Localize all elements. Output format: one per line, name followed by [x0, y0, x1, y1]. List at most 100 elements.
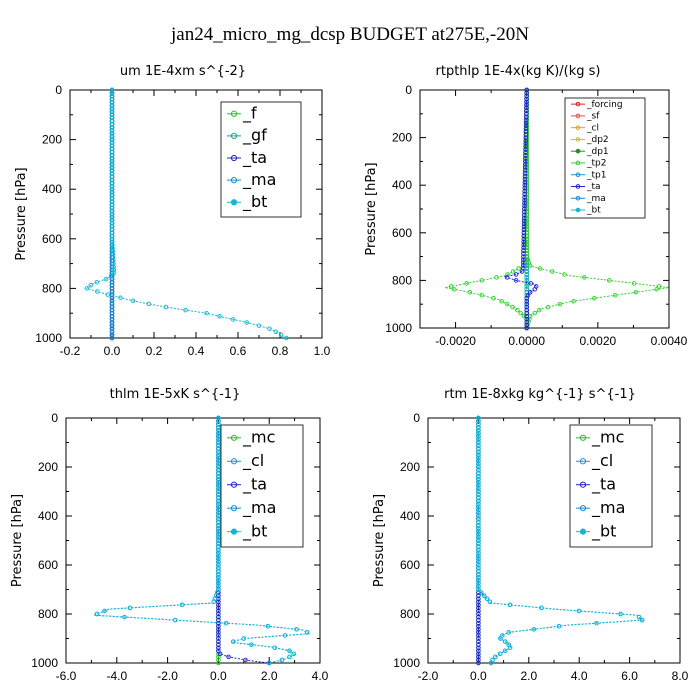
series-point-bt	[216, 538, 221, 543]
legend-entry: _bt	[591, 521, 616, 541]
y-tick-label: 600	[400, 558, 420, 572]
series-point-bt	[476, 529, 481, 534]
series-point-bt	[498, 636, 503, 641]
series-point-bt	[109, 112, 115, 118]
series-point-ta	[524, 96, 529, 102]
series-point-ta	[523, 111, 529, 117]
series-point-bt	[244, 320, 249, 325]
series-point-bt	[111, 261, 116, 266]
y-tick-label: 600	[392, 226, 412, 240]
series-point-bt	[576, 608, 582, 614]
legend-marker	[575, 101, 581, 107]
series-point-ta	[243, 657, 248, 663]
y-tick-label: 800	[400, 607, 420, 621]
y-tick-label: 600	[38, 558, 58, 572]
legend-entry: _dp2	[586, 135, 609, 145]
legend-marker	[230, 528, 238, 535]
series-point-ta	[522, 209, 527, 215]
y-tick-label: 600	[42, 232, 62, 246]
series-point-ta	[521, 224, 527, 230]
series-point-ta	[521, 215, 527, 221]
series-point-bt	[109, 186, 115, 192]
series-point-ta	[523, 117, 529, 122]
series-point-tp2	[606, 278, 612, 283]
series-point-ta	[216, 645, 221, 650]
legend-marker	[575, 113, 581, 119]
series-point-bt	[216, 507, 221, 513]
series-point-ta	[522, 171, 528, 176]
series-point-bt	[216, 513, 221, 519]
series-point-bt	[216, 575, 221, 580]
series-point-tp2	[532, 310, 537, 316]
legend-marker	[579, 481, 587, 488]
series-point-ta	[521, 263, 526, 268]
series-point-ta	[476, 642, 481, 647]
series-point-ta	[523, 126, 529, 131]
series-point-bt	[476, 458, 481, 464]
x-tick-label: 2.0	[520, 669, 537, 683]
series-point-bt	[639, 617, 645, 623]
series-point-ta	[528, 290, 533, 295]
series-point-bt	[216, 571, 221, 577]
series-point-ta	[476, 657, 481, 663]
series-point-bt	[476, 495, 481, 500]
series-point-bt	[476, 526, 481, 531]
series-point-bt	[476, 431, 481, 436]
series-point-ta	[523, 132, 529, 137]
series-point-ta	[523, 141, 528, 146]
series-point-ta	[504, 275, 510, 280]
x-tick-label: 0.2	[146, 344, 163, 358]
series-point-bt	[476, 562, 481, 568]
series-point-bt	[216, 550, 221, 556]
x-tick-label: 0.4	[188, 344, 205, 358]
y-tick-label: 200	[38, 460, 58, 474]
series-point-bt	[476, 550, 481, 556]
series-point-ma	[109, 304, 115, 310]
series-line-bt	[85, 90, 287, 339]
series-point-ta	[216, 633, 221, 638]
series-point-bt	[282, 633, 288, 638]
series-point-ta	[524, 316, 529, 322]
series-point-bt	[476, 424, 481, 430]
series-point-tp2	[536, 307, 542, 313]
series-point-bt	[476, 473, 481, 479]
series-point-ta	[524, 90, 529, 96]
series-point-bt	[109, 205, 115, 211]
series-point-ta	[513, 278, 519, 283]
series-point-ta	[524, 319, 529, 325]
series-point-ta	[216, 630, 221, 635]
series-point-bt	[266, 660, 272, 666]
series-point-bt	[476, 492, 481, 497]
series-point-ta	[521, 218, 527, 224]
series-point-ta	[523, 162, 528, 167]
legend-entry: _ta	[242, 148, 267, 168]
series-point-tp2	[557, 301, 563, 307]
series-point-bt	[506, 630, 511, 635]
series-point-ta	[522, 191, 527, 197]
series-point-tp2	[545, 304, 551, 310]
series-point-bt	[216, 535, 221, 540]
series-point-tp2_b	[479, 293, 484, 298]
series-point-ta	[216, 602, 221, 608]
x-tick-label: 8.0	[672, 669, 689, 683]
legend-marker	[579, 528, 587, 535]
series-point-bt	[109, 193, 115, 198]
series-point-ta	[521, 230, 527, 236]
series-point-ta	[216, 620, 221, 626]
series-point-ma	[109, 292, 115, 297]
series-point-bt	[476, 544, 481, 549]
x-tick-label: -0.2	[60, 344, 81, 358]
series-point-bt	[507, 602, 513, 608]
series-point-ta	[476, 617, 481, 623]
series-point-tp2	[524, 215, 529, 221]
series-point-bt	[278, 332, 284, 338]
series-point-bt	[172, 617, 178, 623]
series-point-bt	[476, 532, 481, 537]
series-point-bt	[216, 498, 221, 503]
series-point-ta	[476, 645, 481, 650]
x-tick-label: 0.0000	[508, 334, 545, 348]
series-point-bt	[524, 275, 529, 280]
series-point-bt	[109, 183, 115, 189]
y-tick-label: 200	[42, 133, 62, 147]
series-point-bt	[109, 87, 115, 93]
